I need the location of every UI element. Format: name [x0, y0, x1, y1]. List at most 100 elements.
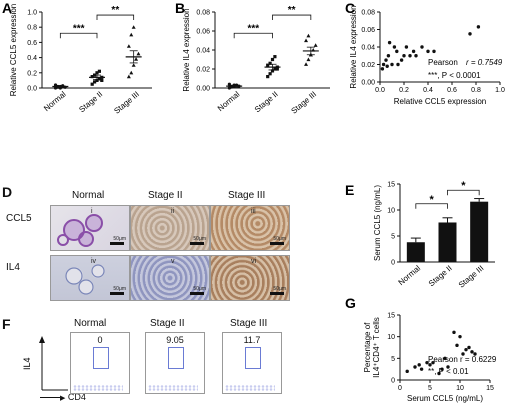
chart-a-sig-bracket-0 [59, 32, 98, 39]
chart-g-point-9 [443, 356, 447, 361]
flow-gate-stage3 [245, 347, 261, 369]
histology-tile-ccl5-stage2: ii 50μm [130, 205, 210, 251]
tile-scalebar-iii [270, 242, 284, 245]
chart-g-ytick-label-1: 5 [391, 356, 395, 363]
chart-c-point-14 [411, 49, 416, 54]
chart-g-point-10 [446, 365, 450, 369]
chart-g-xtick-label-3: 15 [486, 385, 494, 392]
tile-roman-v: v [171, 258, 175, 265]
chart-b-point-1-0 [266, 75, 270, 79]
chart-g-xtick-label-1: 5 [428, 385, 432, 392]
chart-b-ytick-label-1: 0.02 [196, 67, 210, 74]
chart-b: 0.00 0.02 0.04 0.06 0.08 Relative IL4 express… [182, 5, 330, 116]
chart-b-point-1-7 [270, 57, 275, 62]
chart-c-xtick-label-2: 0.4 [423, 87, 433, 94]
chart-c-p: ***, P < 0.0001 [428, 71, 481, 80]
chart-c-point-3 [385, 64, 389, 68]
chart-e-xcat-1: Stage II [427, 264, 454, 289]
chart-b-sig-bracket-0 [233, 32, 273, 39]
chart-c-xlabel: Relative CCL5 expression [394, 97, 487, 106]
chart-b-point-2-1 [306, 57, 311, 62]
chart-g-xtick-label-0: 0 [398, 385, 402, 392]
chart-c-xtick-label-4: 0.8 [471, 87, 481, 94]
chart-c-point-9 [396, 62, 400, 67]
chart-a-xcat-2: Stage III [112, 90, 141, 116]
chart-a-point-2-2 [131, 63, 136, 67]
tile-scalebar-iv [110, 292, 124, 295]
chart-a-point-1-2 [95, 78, 99, 82]
chart-b-sig-bracket-1 [272, 14, 312, 21]
histology-col-normal: Normal [72, 190, 105, 201]
tile-scalebar-text-v: 50μm [193, 286, 206, 292]
panel-label-c: C [345, 0, 355, 16]
chart-b-sig-label-0: *** [247, 23, 259, 34]
chart-g-ytick-label-3: 15 [387, 313, 395, 320]
flow-plot-stage2: 9.05 [145, 332, 205, 394]
chart-b-ylabel: Relative IL4 expression [182, 8, 191, 91]
tile-scalebar-text-ii: 50μm [193, 236, 206, 242]
chart-g-ytick-label-2: 10 [387, 334, 395, 341]
chart-a-point-2-7 [131, 25, 136, 29]
chart-a-point-2-5 [126, 44, 131, 48]
histology-tile-ccl5-stage3: iii 50μm [210, 205, 290, 251]
flow-gate-normal [93, 347, 109, 369]
chart-b-point-1-1 [268, 72, 272, 76]
chart-b-ytick-label-0: 0.00 [196, 86, 210, 93]
chart-c-point-11 [402, 54, 406, 58]
tile-scalebar-text-i: 50μm [113, 236, 126, 242]
chart-g-point-7 [437, 371, 441, 376]
chart-a-point-1-0 [90, 82, 94, 86]
chart-g-ytick-label-0: 0 [391, 378, 395, 385]
flow-dots-normal [73, 385, 123, 391]
chart-b-point-1-5 [266, 63, 270, 67]
chart-g: 0 5 10 15 0 5 10 15 Percentage of IL4⁺CD4⁺ T cell… [363, 313, 497, 404]
chart-b-point-1-8 [273, 55, 277, 59]
chart-e-ytick-label-2: 10 [387, 208, 395, 215]
chart-c-point-1 [381, 62, 386, 67]
chart-b-xcat-0: Normal [216, 89, 242, 113]
chart-c-xtick-label-5: 1.0 [495, 87, 505, 94]
histology-tile-il4-stage3: vi 50μm [210, 255, 290, 301]
flow-axes: IL4 [22, 336, 68, 391]
chart-c-point-7 [392, 45, 397, 49]
chart-c-r: r = 0.7549 [466, 58, 503, 67]
chart-b-point-0-5 [227, 82, 231, 86]
chart-c-point-2 [384, 58, 388, 62]
chart-c-xtick-label-3: 0.6 [447, 87, 457, 94]
chart-e-sig-bracket-0 [415, 203, 448, 209]
chart-c-point-5 [387, 40, 392, 45]
chart-c-point-20 [476, 25, 481, 29]
chart-b-ytick-label-2: 0.04 [196, 48, 210, 55]
chart-g-xlabel: Serum CCL5 (ng/mL) [407, 394, 483, 403]
chart-a-point-2-1 [129, 70, 134, 75]
chart-b-point-1-3 [273, 67, 277, 71]
chart-a-point-2-0 [126, 74, 131, 79]
gland-outline-icon-2 [65, 264, 105, 295]
chart-g-point-11 [452, 330, 456, 335]
flow-dots-stage3 [225, 385, 275, 391]
chart-c-point-8 [395, 49, 399, 54]
histology-row-ccl5: CCL5 [6, 213, 32, 224]
flow-col-normal: Normal [74, 318, 107, 329]
chart-c-ytick-label-2: 0.04 [361, 45, 375, 52]
tile-scalebar-text-vi: 50μm [273, 286, 286, 292]
top-row-charts: A B C 0.0 0.2 0.4 0.6 0.8 1.0 Relative CCL5 ex… [2, 0, 505, 116]
chart-a-point-1-9 [100, 78, 104, 82]
chart-g-point-3 [419, 367, 424, 371]
flow-dots-stage2 [148, 385, 198, 391]
chart-c-pearson: Pearson [428, 58, 458, 67]
chart-b-xcat-2: Stage III [290, 90, 319, 116]
chart-a-ytick-label-2: 0.4 [27, 55, 37, 62]
chart-e-xcat-2: Stage III [457, 264, 486, 290]
histology-tile-il4-stage2: v 50μm [130, 255, 210, 301]
chart-a: 0.0 0.2 0.4 0.6 0.8 1.0 Relative CCL5 expressi… [9, 4, 152, 116]
chart-c-ytick-label-0: 0.00 [361, 80, 375, 87]
chart-b-ytick-label-4: 0.08 [196, 10, 210, 17]
chart-c-point-0 [380, 67, 385, 71]
chart-g-xtick-label-2: 10 [456, 385, 464, 392]
chart-g-point-13 [458, 334, 462, 339]
tile-roman-iii: iii [251, 208, 256, 215]
chart-a-xcat-0: Normal [42, 89, 68, 113]
flow-xlabel: ▶ CD4 [40, 392, 86, 402]
chart-c-point-6 [390, 62, 394, 67]
